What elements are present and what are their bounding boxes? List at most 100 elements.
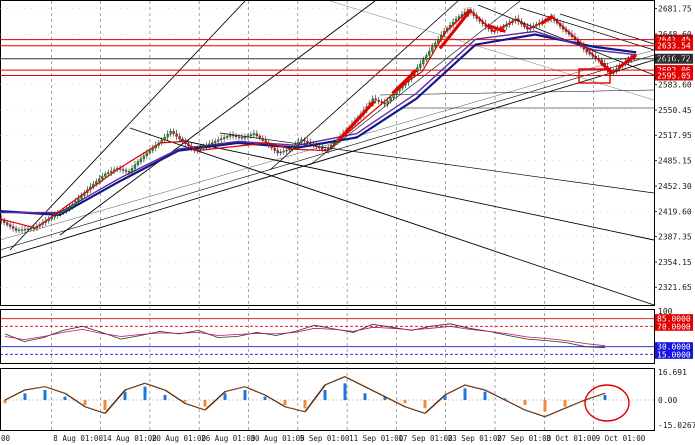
candle-body (321, 147, 324, 150)
macd-histogram-bar (383, 396, 387, 400)
level-label: 2595.05 (657, 72, 691, 81)
candle-body (139, 158, 143, 162)
rsi-level-label: 15.0000 (657, 350, 691, 359)
level-tag (655, 34, 693, 45)
arrow-head (630, 54, 637, 61)
candle-body (211, 142, 214, 145)
rsi-level-label: 85.0000 (657, 315, 691, 324)
candle-body (300, 139, 303, 143)
trendline (309, 0, 521, 166)
candle-body (297, 142, 300, 145)
candle-body (416, 67, 419, 72)
circle-annotation (584, 384, 630, 422)
x-tick-label: 27 Sep 01:00 (497, 434, 552, 443)
x-tick-label: 9 Oct 01:00 (596, 434, 646, 443)
trendline (0, 49, 655, 241)
candle-body (217, 139, 220, 142)
arrow-shaft (391, 69, 418, 95)
candle-body (98, 178, 101, 182)
x-tick-label: 14 Aug 01:00 (103, 434, 158, 443)
candle-body (208, 143, 211, 146)
candle-body (77, 198, 80, 202)
macd-histogram-bar (563, 400, 567, 407)
y-tick-label: 2550.45 (658, 106, 692, 115)
level-label: 2616.72 (657, 55, 691, 64)
trendline (179, 139, 655, 241)
candle-body (279, 151, 282, 154)
rsi-level-tag (655, 342, 693, 352)
candle-body (425, 55, 428, 60)
candle-body (62, 210, 65, 213)
candle-body (258, 135, 261, 139)
level-tag (655, 40, 693, 51)
macd-histogram-bar (243, 390, 247, 400)
y-tick-label: 2616.27 (658, 55, 692, 64)
candle-body (249, 134, 253, 137)
arrow-head (368, 101, 375, 107)
macd-histogram-bar (343, 383, 347, 400)
x-tick-label: 17 Sep 01:00 (398, 434, 453, 443)
arrow-head (499, 26, 506, 33)
macd-y-label: 16.691 (658, 368, 687, 377)
macd-histogram-bar (523, 400, 527, 405)
candle-body (231, 135, 235, 137)
candle-body (107, 172, 110, 175)
candle-body (5, 222, 9, 225)
candle-body (202, 146, 205, 149)
macd-histogram-bar (63, 396, 67, 400)
candle-body (252, 133, 256, 135)
candle-body (145, 152, 149, 157)
candle-body (166, 134, 169, 138)
macd-histogram-bar (203, 400, 207, 407)
arrow-shaft (337, 100, 376, 141)
rsi-top-label: 100 (658, 307, 673, 316)
trendline (129, 127, 655, 306)
candle-body (148, 150, 151, 154)
candle-body (377, 100, 380, 102)
candle-body (282, 150, 285, 153)
macd-indicator: 16.691 0.00 -15.0267 (0, 368, 695, 430)
candle-body (130, 168, 134, 173)
candle-body (318, 146, 321, 149)
y-tick-label: 2452.30 (658, 182, 692, 191)
candle-body (163, 136, 166, 141)
candle-body (223, 137, 226, 139)
trendline (9, 0, 246, 251)
candle-body (74, 201, 77, 205)
candle-body (14, 228, 18, 231)
y-tick-label: 2419.60 (658, 207, 692, 216)
macd-histogram-bar (443, 395, 447, 400)
candle-body (11, 226, 15, 229)
macd-y-label: -15.0267 (658, 421, 695, 430)
candle-body (23, 229, 27, 231)
level-label: 2633.54 (657, 42, 691, 51)
candle-body (68, 207, 71, 210)
moving-average-line (0, 33, 637, 217)
candle-body (246, 135, 250, 138)
candle-body (17, 229, 21, 231)
macd-histogram-bar (483, 391, 487, 400)
candle-body (220, 138, 223, 140)
candle-body (110, 171, 113, 173)
arrow-head (546, 15, 553, 22)
moving-average-line (0, 30, 637, 214)
rsi-level-label: 70.0000 (657, 322, 691, 331)
candle-body (422, 59, 425, 65)
x-tick-label: 20 Aug 01:00 (152, 434, 207, 443)
candle-body (29, 228, 33, 230)
candle-body (389, 97, 392, 102)
candle-body (26, 228, 30, 230)
candle-body (71, 204, 74, 208)
candle-body (104, 173, 107, 177)
y-tick-label: 2387.35 (658, 232, 692, 241)
macd-panel-frame (0, 368, 655, 431)
trendline (219, 132, 655, 194)
macd-y-label: 0.00 (658, 396, 677, 405)
candle-body (124, 170, 128, 172)
arrow-shaft (438, 10, 471, 50)
macd-histogram-bar (303, 400, 307, 409)
rsi-level-tag (655, 349, 693, 359)
candle-body (306, 141, 309, 143)
